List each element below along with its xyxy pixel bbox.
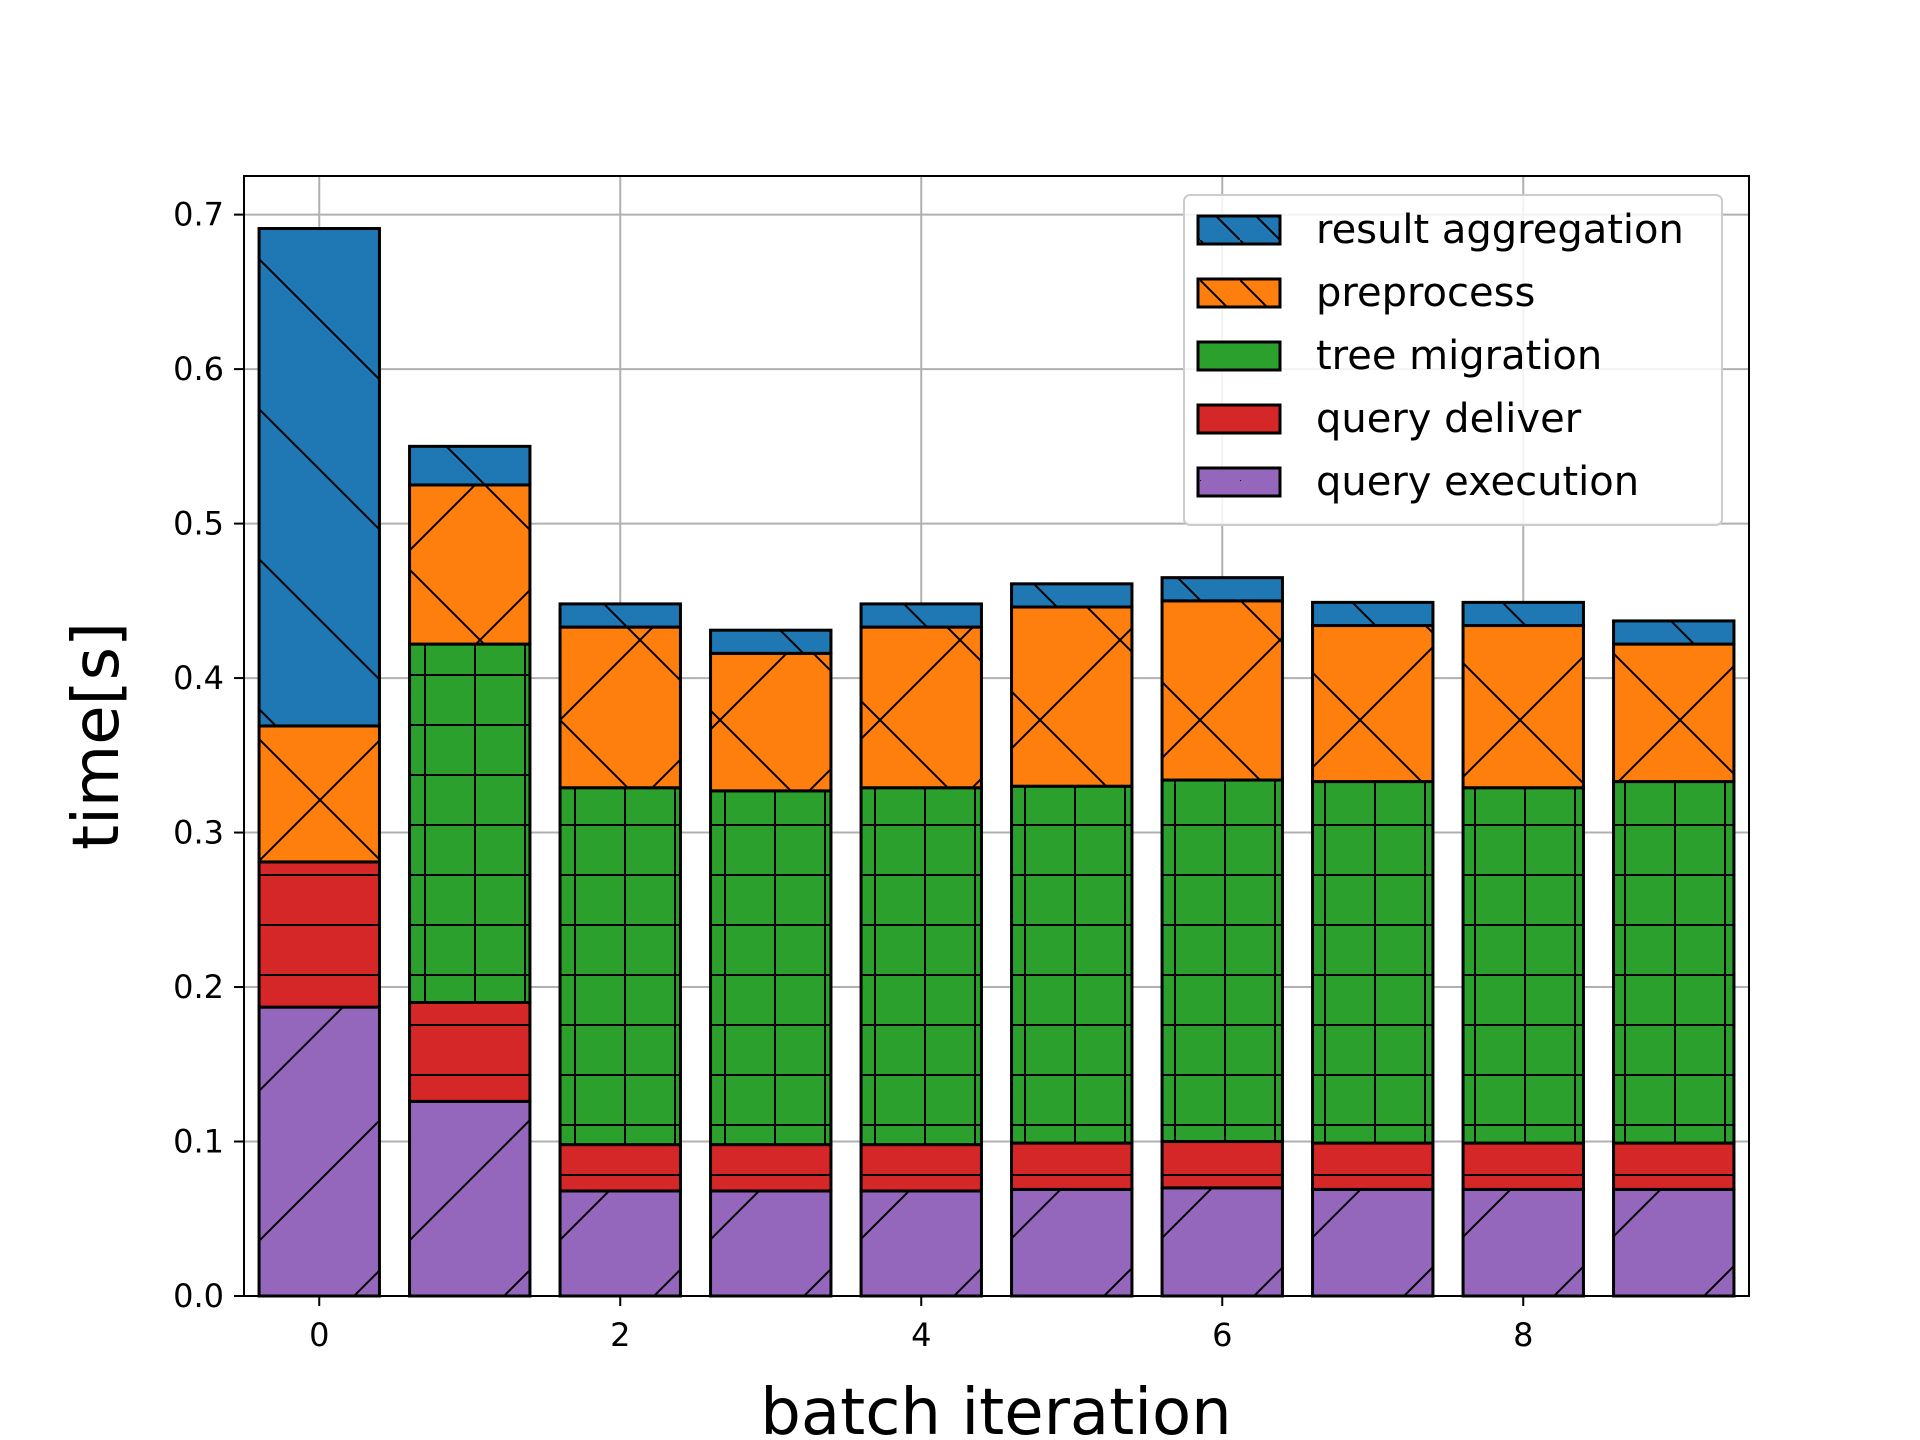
bar-segment-tree-migration — [1010, 784, 1134, 1145]
x-tick-label: 8 — [1513, 1316, 1533, 1354]
bar-segment-query-deliver — [1612, 1141, 1736, 1191]
bar-segment-query-execution — [558, 1189, 682, 1298]
x-axis: 0 2 4 6 8 — [309, 1296, 1533, 1354]
bar-segment-tree-migration — [859, 786, 983, 1147]
bar-segment-result-aggregation — [558, 602, 682, 629]
bar-segment-query-execution — [709, 1189, 833, 1298]
bar-segment-preprocess — [1612, 642, 1736, 784]
bar-segment-result-aggregation — [859, 602, 983, 629]
bar-segment-tree-migration — [1311, 780, 1435, 1145]
bar-segment-preprocess — [859, 625, 983, 790]
y-tick-label: 0.1 — [173, 1123, 224, 1161]
bar-segment-query-execution — [1311, 1187, 1435, 1298]
legend-swatch — [1196, 214, 1282, 246]
bar-segment-query-execution — [408, 1099, 532, 1298]
y-tick-label: 0.7 — [173, 196, 224, 234]
plot-frame — [243, 175, 1750, 1297]
bar-segment-preprocess — [709, 651, 833, 793]
bar-segment-preprocess — [408, 483, 532, 646]
x-tick-label: 0 — [309, 1316, 329, 1354]
legend-box — [1183, 194, 1723, 526]
x-axis-label: batch iteration — [760, 1376, 1231, 1440]
bar-segment-preprocess — [1461, 624, 1585, 790]
bar-segment-preprocess — [558, 625, 682, 790]
bar-segment-query-deliver — [1010, 1141, 1134, 1191]
legend-label: query execution — [1316, 459, 1639, 505]
bar-segment-query-deliver — [1311, 1141, 1435, 1191]
y-axis-label: time[s] — [60, 622, 134, 850]
bars — [257, 227, 1736, 1298]
bar-segment-query-deliver — [1461, 1141, 1585, 1191]
x-tick-label: 4 — [911, 1316, 931, 1354]
legend-swatch — [1196, 466, 1282, 498]
bar-segment-query-deliver — [408, 1000, 532, 1103]
legend-swatch — [1196, 403, 1282, 435]
bar-segment-query-execution — [1461, 1187, 1585, 1298]
legend: result aggregation preprocess tree migrati… — [1183, 194, 1723, 526]
bar-segment-query-execution — [859, 1189, 983, 1298]
y-tick-label: 0.0 — [173, 1277, 224, 1315]
bar-segment-result-aggregation — [1461, 600, 1585, 628]
y-tick-label: 0.2 — [173, 968, 224, 1006]
bar-segment-query-execution — [1010, 1187, 1134, 1298]
bar-segment-tree-migration — [408, 642, 532, 1004]
bar-segment-preprocess — [1311, 624, 1435, 784]
y-tick-label: 0.4 — [173, 659, 224, 697]
bar-segment-result-aggregation — [408, 444, 532, 487]
bar-segment-result-aggregation — [1311, 600, 1435, 628]
bar-segment-query-deliver — [709, 1143, 833, 1193]
bar-segment-query-execution — [1612, 1187, 1736, 1298]
y-tick-label: 0.5 — [173, 505, 224, 543]
legend-label: query deliver — [1316, 396, 1582, 442]
bar-segment-result-aggregation — [257, 227, 381, 728]
bar-segment-result-aggregation — [709, 628, 833, 655]
bar-segment-preprocess — [257, 724, 381, 864]
x-tick-label: 2 — [610, 1316, 630, 1354]
y-axis: 0.0 0.1 0.2 0.3 0.4 0.5 0.6 0.7 — [173, 196, 244, 1315]
bar-segment-tree-migration — [558, 786, 682, 1147]
bar-segment-query-deliver — [1160, 1140, 1284, 1190]
bar-segment-preprocess — [1160, 599, 1284, 782]
legend-swatch — [1196, 277, 1282, 309]
bar-segment-tree-migration — [1461, 786, 1585, 1145]
bar-segment-tree-migration — [709, 789, 833, 1147]
bar-segment-result-aggregation — [1612, 619, 1736, 646]
bar-segment-tree-migration — [1612, 780, 1736, 1145]
legend-swatch — [1196, 340, 1282, 372]
y-tick-label: 0.6 — [173, 350, 224, 388]
bar-segment-query-deliver — [257, 860, 381, 1009]
y-tick-label: 0.3 — [173, 814, 224, 852]
legend-label: tree migration — [1316, 333, 1602, 379]
legend-label: preprocess — [1316, 270, 1535, 316]
bar-segment-query-execution — [1160, 1186, 1284, 1298]
bar-segment-query-deliver — [859, 1143, 983, 1193]
x-tick-label: 6 — [1212, 1316, 1232, 1354]
legend-label: result aggregation — [1316, 207, 1684, 253]
bar-segment-result-aggregation — [1010, 582, 1134, 609]
bar-segment-tree-migration — [1160, 778, 1284, 1144]
bar-segment-query-deliver — [558, 1143, 682, 1193]
bar-segment-preprocess — [1010, 605, 1134, 788]
bar-segment-query-execution — [257, 1005, 381, 1298]
bar-segment-result-aggregation — [1160, 576, 1284, 603]
